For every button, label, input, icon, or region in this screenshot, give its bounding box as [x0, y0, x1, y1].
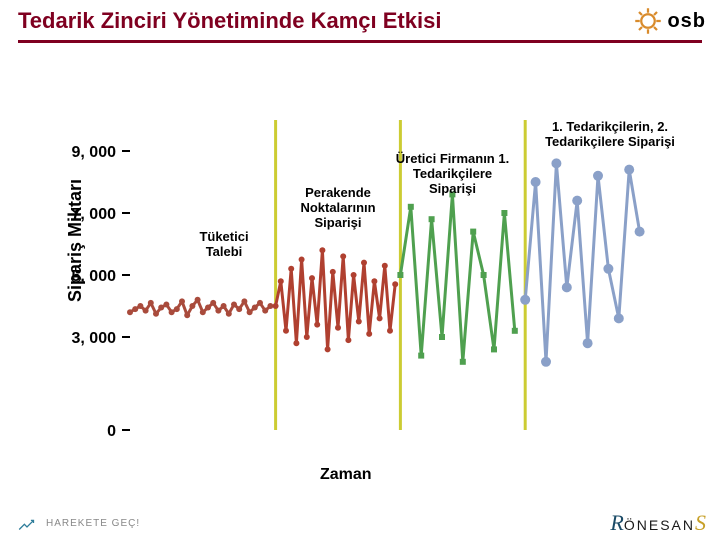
footer-right-logo: R ÖNESAN S — [610, 510, 706, 536]
series-label: 1. Tedarikçilerin, 2. Tedarikçilere Sipa… — [540, 120, 680, 150]
footer-right-text: ÖNESAN — [624, 517, 695, 533]
series-label: Üretici Firmanın 1. Tedarikçilere Sipari… — [395, 152, 510, 197]
footer-left-text: HAREKETE GEÇ! — [46, 518, 140, 529]
footer-left-logo: HAREKETE GEÇ! — [14, 510, 140, 536]
gear-icon — [633, 6, 663, 36]
footer-right-s: S — [695, 510, 706, 536]
x-axis-label: Zaman — [320, 466, 372, 484]
chart-area: 9, 000 7, 000 5, 000 3, 000 0 — [60, 120, 660, 460]
title-bar: Tedarik Zinciri Yönetiminde Kamçı Etkisi — [0, 0, 720, 43]
page-title: Tedarik Zinciri Yönetiminde Kamçı Etkisi — [18, 8, 702, 34]
footer-left-icon — [14, 510, 40, 536]
svg-text:5, 000: 5, 000 — [72, 268, 117, 285]
top-logo-text: osb — [667, 10, 706, 33]
footer-right-r: R — [610, 510, 623, 536]
series-label: Tüketici Talebi — [184, 230, 264, 260]
top-right-logo: osb — [633, 6, 706, 36]
svg-text:9, 000: 9, 000 — [72, 144, 117, 161]
title-rule — [18, 40, 702, 43]
svg-text:7, 000: 7, 000 — [72, 206, 117, 223]
svg-text:3, 000: 3, 000 — [72, 330, 117, 347]
svg-text:0: 0 — [107, 423, 116, 440]
series-label: Perakende Noktalarının Siparişi — [288, 186, 388, 231]
bullwhip-chart: 9, 000 7, 000 5, 000 3, 000 0 — [60, 120, 660, 460]
